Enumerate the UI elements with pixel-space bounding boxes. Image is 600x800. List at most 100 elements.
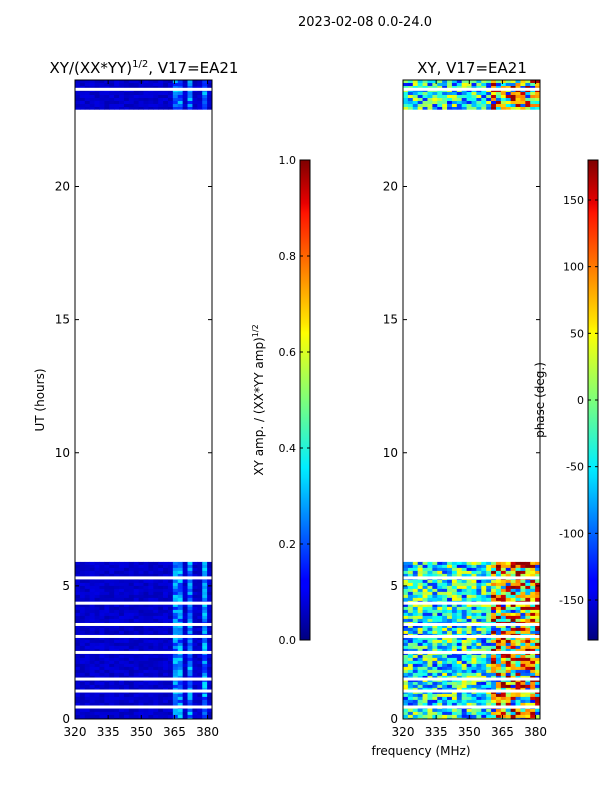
heatmap-cell xyxy=(500,104,507,108)
heatmap-cell xyxy=(94,672,100,677)
heatmap-cell xyxy=(172,615,179,620)
heatmap-cell xyxy=(187,585,193,590)
heatmap-cell xyxy=(520,561,526,566)
heatmap-cell xyxy=(451,714,458,719)
heatmap-cell xyxy=(202,101,208,105)
heatmap-cell xyxy=(461,86,468,90)
heatmap-cell xyxy=(192,603,198,608)
heatmap-cell xyxy=(109,101,115,105)
heatmap-cell xyxy=(486,699,492,704)
heatmap-cell xyxy=(481,615,487,620)
heatmap-cell xyxy=(403,606,409,611)
heatmap-cell xyxy=(119,699,125,704)
heatmap-cell xyxy=(148,678,154,683)
colorbar-tick-label: 50 xyxy=(570,327,584,340)
heatmap-cell xyxy=(535,588,541,593)
heatmap-cell xyxy=(104,711,110,716)
heatmap-cell xyxy=(167,660,174,665)
heatmap-cell xyxy=(202,95,208,99)
heatmap-cell xyxy=(510,645,516,650)
heatmap-cell xyxy=(114,642,120,647)
heatmap-cell xyxy=(403,639,409,644)
heatmap-cell xyxy=(158,594,164,599)
heatmap-cell xyxy=(182,579,188,584)
heatmap-cell xyxy=(153,666,159,671)
heatmap-cell xyxy=(447,702,453,707)
heatmap-cell xyxy=(456,95,463,99)
heatmap-cell xyxy=(447,95,453,99)
heatmap-cell xyxy=(99,573,105,578)
heatmap-cell xyxy=(422,570,428,575)
heatmap-cell xyxy=(530,699,536,704)
heatmap-cell xyxy=(79,639,86,644)
heatmap-cell xyxy=(466,615,472,620)
heatmap-cell xyxy=(466,693,472,698)
heatmap-cell xyxy=(403,570,409,575)
heatmap-cell xyxy=(109,615,115,620)
heatmap-cell xyxy=(535,696,541,701)
heatmap-cell xyxy=(207,630,213,635)
heatmap-cell xyxy=(163,573,169,578)
heatmap-cell xyxy=(202,80,208,84)
heatmap-cell xyxy=(417,597,423,602)
heatmap-cell xyxy=(500,660,507,665)
heatmap-cell xyxy=(109,639,115,644)
heatmap-cell xyxy=(510,639,516,644)
heatmap-cell xyxy=(403,618,409,623)
heatmap-cell xyxy=(451,642,458,647)
heatmap-cell xyxy=(525,95,531,99)
heatmap-cell xyxy=(94,702,100,707)
heatmap-cell xyxy=(163,83,169,87)
heatmap-cell xyxy=(114,690,120,695)
heatmap-cell xyxy=(109,657,115,662)
heatmap-cell xyxy=(427,588,433,593)
heatmap-cell xyxy=(79,561,86,566)
heatmap-cell xyxy=(451,579,458,584)
heatmap-cell xyxy=(133,92,140,96)
heatmap-cell xyxy=(133,594,140,599)
heatmap-cell xyxy=(437,681,443,686)
heatmap-cell xyxy=(79,86,86,90)
heatmap-cell xyxy=(79,594,86,599)
heatmap-cell xyxy=(510,564,516,569)
flagged-row xyxy=(75,87,212,91)
heatmap-cell xyxy=(84,591,91,596)
heatmap-cell xyxy=(500,693,507,698)
heatmap-cell xyxy=(94,570,100,575)
heatmap-cell xyxy=(481,609,487,614)
heatmap-cell xyxy=(476,699,482,704)
heatmap-cell xyxy=(84,672,91,677)
heatmap-cell xyxy=(197,639,203,644)
heatmap-cell xyxy=(99,594,105,599)
heatmap-cell xyxy=(515,564,521,569)
heatmap-cell xyxy=(427,573,433,578)
heatmap-cell xyxy=(187,642,193,647)
heatmap-cell xyxy=(109,666,115,671)
heatmap-cell xyxy=(510,672,516,677)
heatmap-cell xyxy=(172,681,179,686)
heatmap-cell xyxy=(437,573,443,578)
heatmap-cell xyxy=(403,666,409,671)
heatmap-cell xyxy=(486,588,492,593)
heatmap-cell xyxy=(138,669,144,674)
heatmap-cell xyxy=(466,684,472,689)
heatmap-cell xyxy=(153,597,159,602)
heatmap-cell xyxy=(530,588,536,593)
heatmap-cell xyxy=(192,561,198,566)
heatmap-cell xyxy=(491,663,497,668)
heatmap-cell xyxy=(133,699,140,704)
heatmap-cell xyxy=(143,588,149,593)
heatmap-cell xyxy=(143,582,149,587)
heatmap-cell xyxy=(153,657,159,662)
heatmap-cell xyxy=(451,561,458,566)
heatmap-cell xyxy=(432,618,438,623)
heatmap-cell xyxy=(89,92,95,96)
heatmap-cell xyxy=(128,92,135,96)
heatmap-cell xyxy=(104,579,110,584)
heatmap-cell xyxy=(202,594,208,599)
heatmap-cell xyxy=(89,588,95,593)
heatmap-cell xyxy=(123,615,130,620)
heatmap-cell xyxy=(172,92,179,96)
heatmap-cell xyxy=(119,104,125,108)
heatmap-cell xyxy=(192,624,198,629)
